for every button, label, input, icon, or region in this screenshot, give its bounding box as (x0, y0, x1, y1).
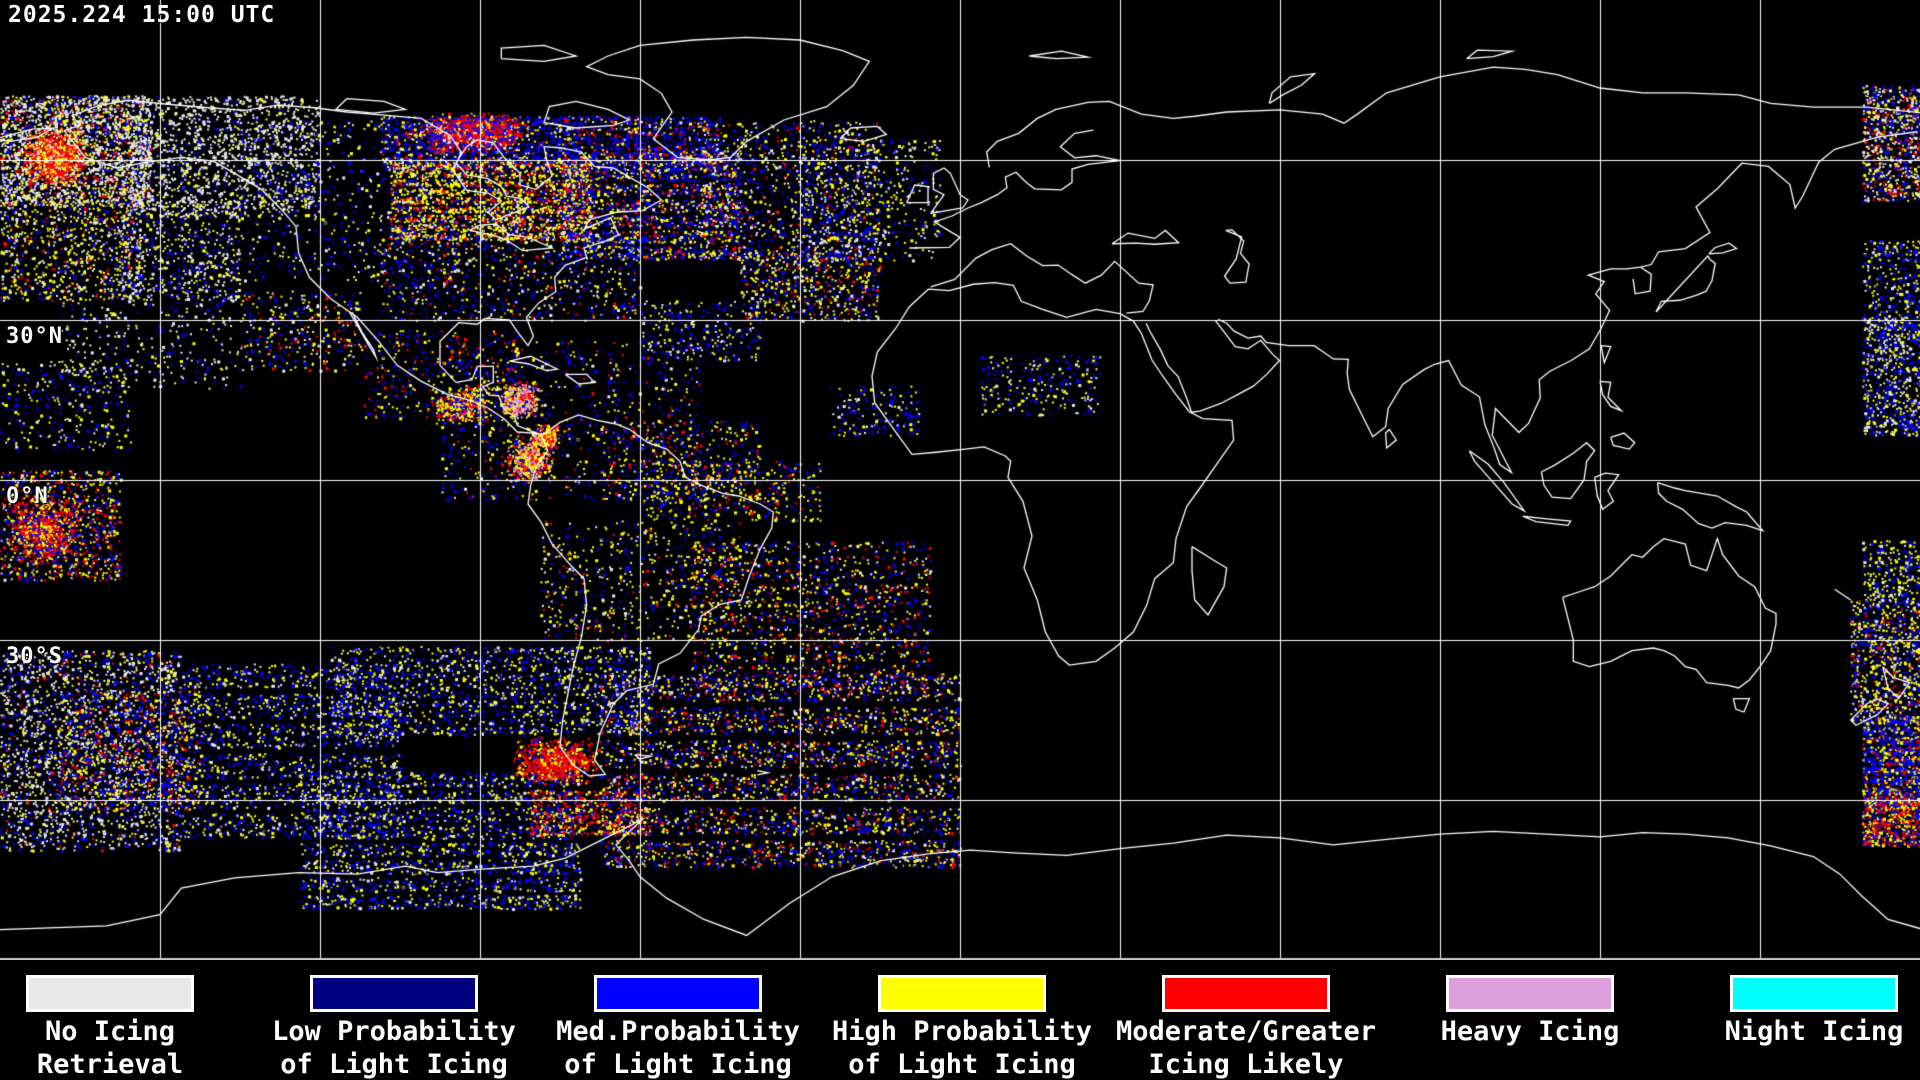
legend-swatch-night-icing (1730, 975, 1898, 1012)
legend-label-line1: High Probability (831, 1016, 1093, 1047)
legend-label-line2: of Light Icing (848, 1049, 1076, 1080)
latitude-label-30S: 30°S (6, 644, 63, 669)
legend-label-line2: of Light Icing (280, 1049, 508, 1080)
legend-item-med-probability: Med.Probability of Light Icing (536, 960, 820, 1080)
legend-item-heavy-icing: Heavy Icing (1388, 960, 1672, 1080)
legend-label-line2: Icing Likely (1148, 1049, 1344, 1080)
legend-swatch-med-probability (594, 975, 762, 1012)
latitude-label-0N: 0°N (6, 484, 49, 509)
legend-swatch-heavy-icing (1446, 975, 1614, 1012)
world-map-canvas (0, 0, 1920, 960)
legend-item-low-probability: Low Probability of Light Icing (252, 960, 536, 1080)
legend-label-line1: Night Icing (1724, 1016, 1904, 1047)
legend-swatch-moderate-greater (1162, 975, 1330, 1012)
legend-label-line1: Heavy Icing (1440, 1016, 1620, 1047)
legend-label-line1: Low Probability (272, 1016, 516, 1047)
legend-label-line1: Moderate/Greater (1115, 1016, 1377, 1047)
legend-bar: No Icing Retrieval Low Probability of Light… (0, 960, 1920, 1080)
legend-swatch-no-icing-retrieval (26, 975, 194, 1012)
legend-swatch-high-probability (878, 975, 1046, 1012)
legend-label-line2: Retrieval (36, 1049, 184, 1080)
timestamp-label: 2025.224 15:00 UTC (8, 2, 276, 28)
legend-item-no-icing-retrieval: No Icing Retrieval (0, 960, 252, 1080)
legend-label-line2: of Light Icing (564, 1049, 792, 1080)
legend-label-line1: Med.Probability (556, 1016, 800, 1047)
legend-label-line1: No Icing (44, 1016, 176, 1047)
legend-item-high-probability: High Probability of Light Icing (820, 960, 1104, 1080)
legend-item-night-icing: Night Icing (1672, 960, 1920, 1080)
legend-swatch-low-probability (310, 975, 478, 1012)
legend-item-moderate-greater: Moderate/Greater Icing Likely (1104, 960, 1388, 1080)
latitude-label-30N: 30°N (6, 324, 63, 349)
